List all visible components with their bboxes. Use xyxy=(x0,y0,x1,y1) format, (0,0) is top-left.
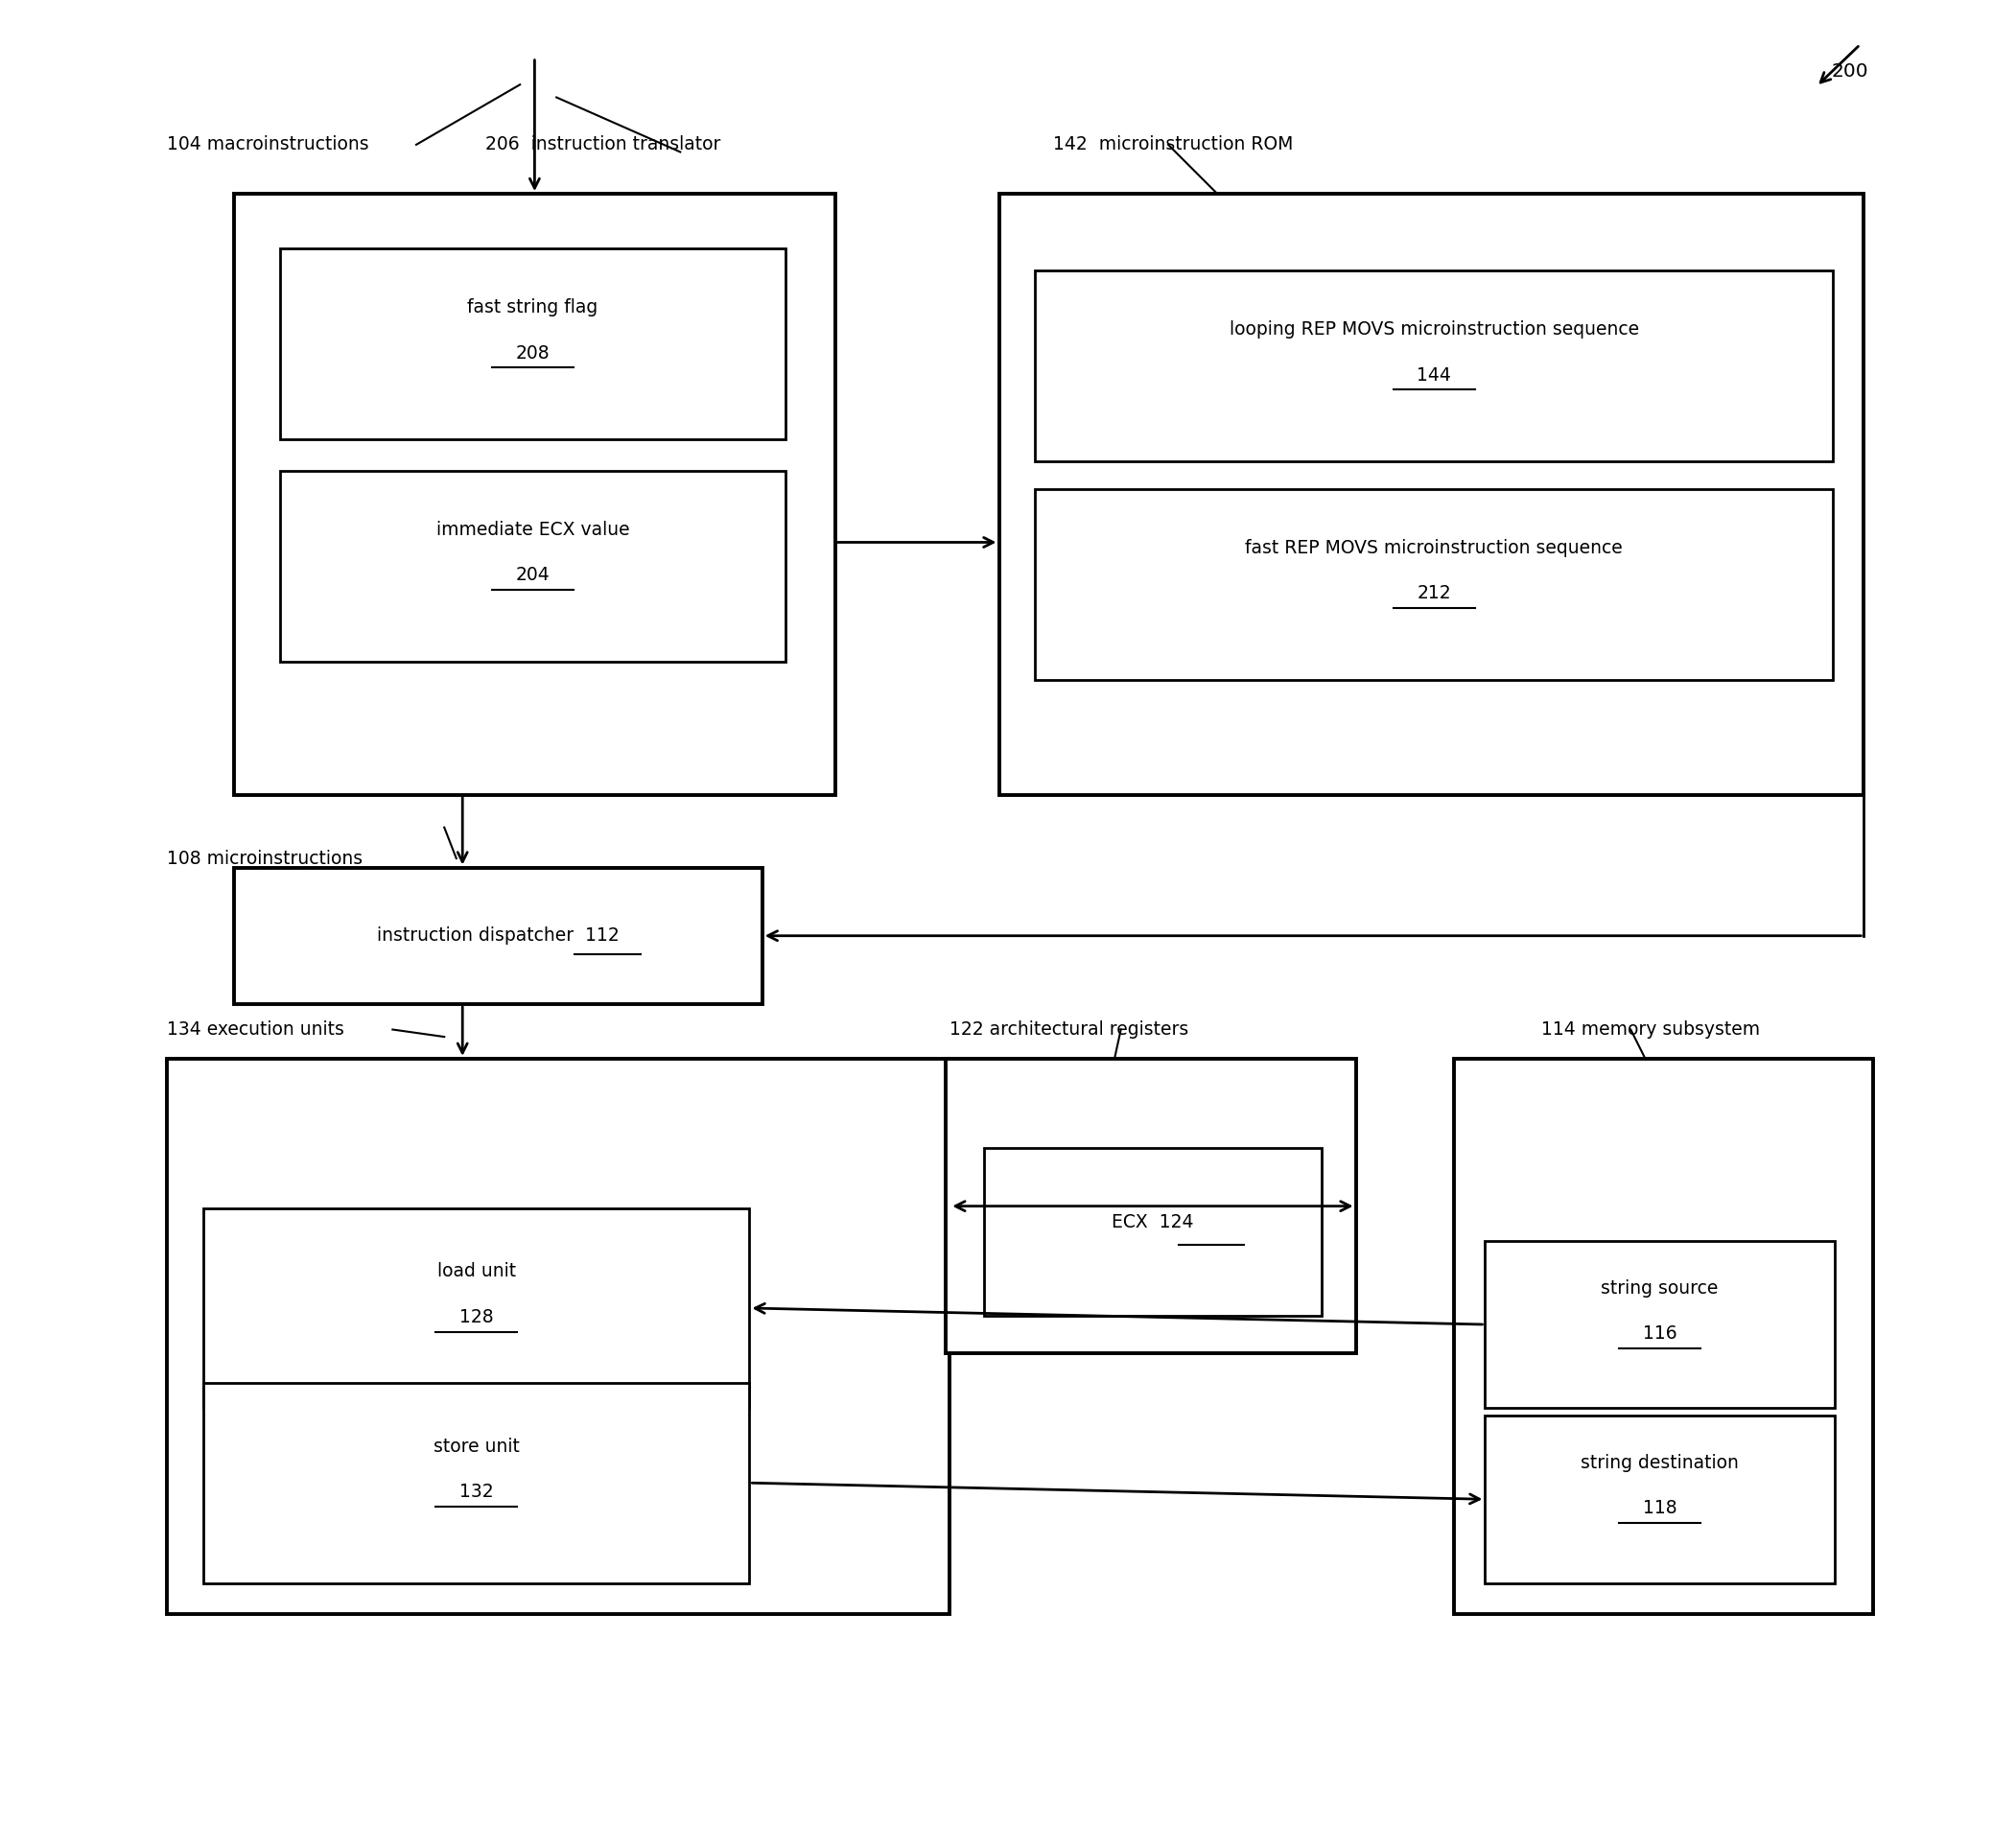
Text: 122 architectural registers: 122 architectural registers xyxy=(950,1021,1189,1039)
Text: store unit: store unit xyxy=(433,1437,520,1455)
Text: 200: 200 xyxy=(1831,62,1869,80)
Text: fast string flag: fast string flag xyxy=(468,298,599,316)
Text: 206  instruction translator: 206 instruction translator xyxy=(486,135,722,153)
Bar xyxy=(946,1059,1357,1353)
Text: 116: 116 xyxy=(1643,1324,1677,1342)
Bar xyxy=(280,248,786,440)
Text: 134 execution units: 134 execution units xyxy=(167,1021,345,1039)
Bar xyxy=(1486,1415,1835,1583)
Text: 208: 208 xyxy=(516,343,550,362)
Bar xyxy=(1036,270,1833,462)
Text: 108 microinstructions: 108 microinstructions xyxy=(167,849,363,867)
Bar xyxy=(234,194,835,794)
Text: immediate ECX value: immediate ECX value xyxy=(435,520,629,539)
Bar xyxy=(280,471,786,661)
Text: string destination: string destination xyxy=(1581,1453,1740,1472)
Bar xyxy=(204,1209,750,1408)
Text: 114 memory subsystem: 114 memory subsystem xyxy=(1542,1021,1760,1039)
Text: 142  microinstruction ROM: 142 microinstruction ROM xyxy=(1054,135,1294,153)
Text: fast REP MOVS microinstruction sequence: fast REP MOVS microinstruction sequence xyxy=(1246,539,1623,557)
Text: instruction dispatcher  112: instruction dispatcher 112 xyxy=(377,926,619,944)
Text: string source: string source xyxy=(1601,1278,1718,1296)
Text: 144: 144 xyxy=(1417,365,1452,383)
Bar xyxy=(984,1149,1320,1315)
Bar xyxy=(234,867,762,1004)
Bar xyxy=(167,1059,950,1614)
Text: 204: 204 xyxy=(516,566,550,584)
Bar xyxy=(1036,489,1833,679)
Text: load unit: load unit xyxy=(437,1262,516,1280)
Bar xyxy=(1454,1059,1873,1614)
Bar xyxy=(1486,1240,1835,1408)
Text: 118: 118 xyxy=(1643,1499,1677,1517)
Text: ECX  124: ECX 124 xyxy=(1111,1214,1193,1231)
Bar xyxy=(204,1382,750,1583)
Text: 132: 132 xyxy=(460,1483,494,1501)
Bar xyxy=(998,194,1863,794)
Text: 104 macroinstructions: 104 macroinstructions xyxy=(167,135,369,153)
Text: 212: 212 xyxy=(1417,584,1452,603)
Text: looping REP MOVS microinstruction sequence: looping REP MOVS microinstruction sequen… xyxy=(1230,320,1639,338)
Text: 128: 128 xyxy=(460,1307,494,1326)
